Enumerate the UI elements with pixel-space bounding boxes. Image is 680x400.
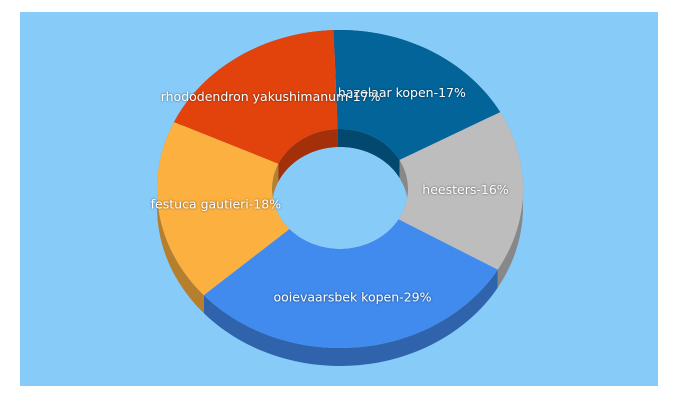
slice [333, 30, 501, 160]
data-label: heesters-16% [422, 182, 508, 197]
slice [398, 112, 523, 270]
slice [174, 30, 338, 164]
slice [157, 122, 290, 296]
slice-inner-side [337, 129, 400, 178]
slice-inner-side [278, 129, 338, 182]
data-label: festuca gautieri-18% [151, 197, 282, 212]
data-label: hazelaar kopen-17% [338, 85, 466, 100]
slice-outer-side [203, 269, 498, 366]
data-label: rhododendron yakushimanum-17% [161, 89, 381, 104]
data-label: ooievaarsbek kopen-29% [274, 289, 432, 304]
slice [203, 219, 498, 348]
slice-outer-side [157, 122, 204, 314]
